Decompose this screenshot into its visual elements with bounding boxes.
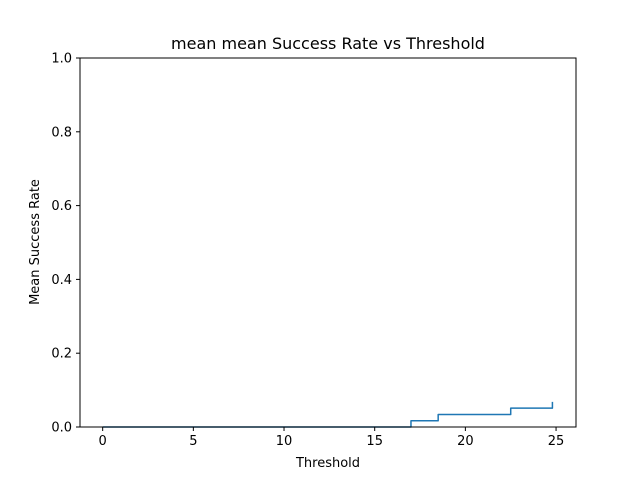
y-tick-label: 0.6 [51,199,72,214]
x-tick-label: 5 [189,434,197,449]
y-tick-label: 1.0 [51,52,72,67]
x-tick-label: 0 [99,434,107,449]
axes-frame [79,57,577,428]
y-tick-label: 0.4 [51,273,72,288]
x-tick-label: 15 [366,434,383,449]
y-tick-label: 0.0 [51,421,72,436]
x-tick-label: 10 [276,434,293,449]
y-tick-label: 0.8 [51,125,72,140]
y-tick-label: 0.2 [51,347,72,362]
series-line-0 [102,401,554,428]
x-tick-label: 25 [548,434,565,449]
plot-area: 0 5 10 15 20 25 0.0 0.2 0.4 0.6 0.8 1.0 [51,52,577,449]
x-tick-label: 20 [457,434,474,449]
chart-title: mean mean Success Rate vs Threshold [171,34,485,53]
x-axis-title: Threshold [295,456,360,471]
y-axis-title: Mean Success Rate [28,179,43,305]
